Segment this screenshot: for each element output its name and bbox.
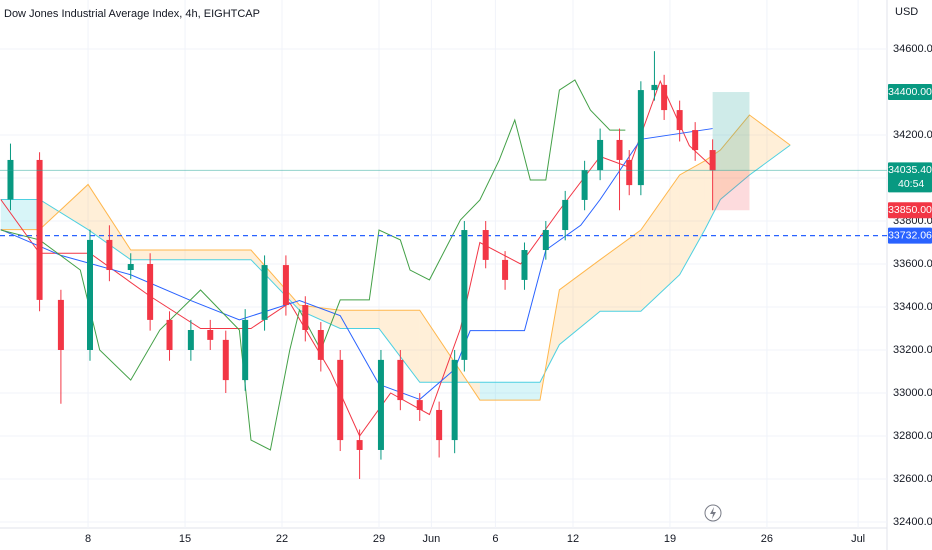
price-badge — [888, 84, 932, 101]
cloud-fill — [299, 305, 341, 329]
y-tick-label: 33600.00 — [893, 258, 932, 270]
price-badge — [888, 162, 932, 193]
y-tick-label: 33400.00 — [893, 301, 932, 313]
cloud-fill — [559, 259, 601, 345]
candle-body — [482, 230, 489, 260]
candle-body — [282, 265, 289, 306]
candle-body — [57, 299, 64, 350]
price-badge — [888, 227, 932, 244]
cloud-fill — [479, 382, 540, 401]
candle-body — [451, 359, 458, 441]
x-tick-label: 6 — [492, 533, 498, 545]
cloud-fill — [340, 310, 380, 329]
candle-body — [377, 359, 384, 450]
cloud-fill — [250, 250, 300, 311]
cloud-fill — [0, 199, 40, 230]
candle-body — [242, 319, 249, 381]
candle-body — [597, 139, 604, 171]
candle-body — [416, 400, 423, 410]
candle-body — [562, 199, 569, 231]
candle-body — [36, 159, 43, 300]
candle-body — [86, 239, 93, 350]
position-target — [712, 92, 750, 171]
candle-body — [709, 150, 716, 171]
candle-body — [147, 264, 154, 320]
x-tick-label: 19 — [664, 533, 676, 545]
candle-body — [542, 230, 549, 251]
candle-body — [7, 159, 14, 200]
cloud-fill — [640, 174, 680, 312]
y-tick-label: 33200.00 — [893, 344, 932, 356]
candle-body — [127, 264, 134, 271]
y-tick-label: 32800.00 — [893, 430, 932, 442]
y-tick-label: 32400.00 — [893, 516, 932, 528]
candle-body — [166, 319, 173, 350]
cloud-fill — [720, 115, 750, 200]
x-tick-label: Jun — [423, 533, 441, 545]
price-badge-label: 33850.00 — [888, 204, 932, 216]
candle-body — [187, 330, 194, 350]
candle-body — [337, 359, 344, 441]
y-tick-label: 34600.00 — [893, 43, 932, 55]
replay-icon[interactable] — [704, 504, 722, 522]
chart-title: Dow Jones Industrial Average Index, 4h, … — [4, 8, 260, 20]
cloud-fill — [130, 250, 191, 260]
price-badge — [888, 202, 932, 219]
candle-body — [207, 330, 214, 340]
candle-body — [356, 440, 363, 450]
candle-body — [261, 265, 268, 320]
cloud-fill — [190, 250, 251, 260]
candle-body — [317, 330, 324, 360]
candle-body — [222, 339, 229, 381]
candle-body — [461, 230, 468, 360]
cloud-fill — [379, 310, 420, 383]
candle-body — [651, 84, 658, 91]
countdown: 40:54 — [898, 178, 924, 190]
x-tick-label: 29 — [373, 533, 385, 545]
candle-body — [692, 130, 699, 151]
price-badge-label: 34400.00 — [888, 86, 932, 98]
x-tick-label: 12 — [567, 533, 579, 545]
candle-body — [502, 259, 509, 280]
candle-body — [616, 139, 623, 160]
x-tick-label: Jul — [851, 533, 865, 545]
y-tick-label: 34200.00 — [893, 129, 932, 141]
x-tick-label: 22 — [276, 533, 288, 545]
candle-body — [676, 110, 683, 131]
candle-body — [637, 90, 644, 186]
leading-span-line — [0, 114, 791, 401]
cloud-fill — [749, 115, 791, 175]
candle-body — [106, 239, 113, 271]
candle-body — [661, 84, 668, 111]
candle-body — [436, 409, 443, 441]
y-tick-label: 33000.00 — [893, 387, 932, 399]
plot — [0, 0, 887, 528]
x-tick-label: 26 — [761, 533, 773, 545]
price-badge-label: 34035.40 — [888, 164, 932, 176]
leading-span-line — [0, 144, 791, 383]
indicator-line — [0, 79, 626, 451]
candle-body — [626, 159, 633, 186]
position-stop — [712, 170, 750, 211]
x-tick-label: 8 — [85, 533, 91, 545]
x-tick-label: 15 — [179, 533, 191, 545]
candle-body — [397, 359, 404, 401]
icon-bolt — [710, 507, 716, 519]
currency-label: USD — [895, 6, 918, 18]
price-badge-label: 33732.06 — [888, 229, 932, 241]
cloud-fill — [88, 184, 131, 260]
cloud-fill — [600, 230, 641, 312]
candle-body — [521, 250, 528, 280]
candle-body — [302, 305, 309, 330]
cloud-fill — [679, 160, 705, 275]
candle-body — [581, 170, 588, 200]
y-tick-label: 32600.00 — [893, 473, 932, 485]
price-axis-bg — [887, 0, 932, 550]
indicator-line — [0, 79, 713, 437]
